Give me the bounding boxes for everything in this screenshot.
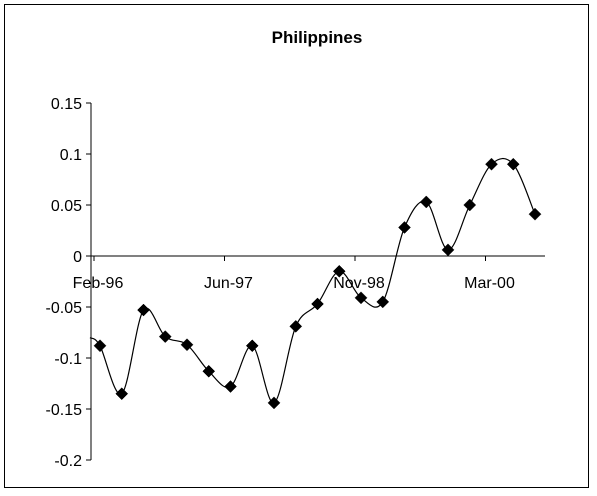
y-tick-label: 0 (73, 249, 82, 266)
x-tick-label: Mar-00 (464, 275, 515, 292)
chart-frame (4, 4, 589, 488)
axes (86, 102, 545, 461)
y-tick-label: -0.05 (46, 300, 83, 317)
data-point-marker (398, 221, 411, 234)
data-point-marker (419, 195, 433, 209)
x-tick-label: Feb-96 (73, 275, 124, 292)
y-tick-label: 0.05 (51, 198, 82, 215)
data-point-marker (376, 295, 390, 309)
y-tick-label: 0.15 (51, 96, 82, 113)
data-point-marker (137, 303, 150, 317)
y-tick-label: -0.15 (46, 402, 83, 419)
data-point-marker (245, 339, 259, 353)
data-point-marker (158, 330, 172, 343)
data-point-marker (485, 157, 498, 171)
y-tick-label: -0.1 (54, 351, 82, 368)
chart-title: Philippines (272, 28, 363, 47)
data-point-marker (180, 338, 194, 352)
y-tick-label: 0.1 (60, 147, 82, 164)
x-tick-label: Jun-97 (204, 275, 253, 292)
data-point-marker (311, 297, 324, 311)
data-point-marker (332, 264, 346, 278)
data-point-marker (463, 198, 477, 212)
data-point-marker (528, 207, 542, 221)
y-tick-labels: 0.15 0.1 0.05 0 -0.05 -0.1 -0.15 -0.2 (46, 96, 83, 470)
data-point-marker (224, 380, 237, 393)
series-markers (93, 157, 542, 410)
data-point-marker (267, 396, 281, 410)
x-tick-label: Nov-98 (333, 275, 385, 292)
data-point-marker (506, 157, 520, 171)
data-point-marker (93, 339, 107, 353)
x-tick-labels: Feb-96 Jun-97 Nov-98 Mar-00 (73, 275, 515, 292)
data-point-marker (354, 291, 368, 305)
data-point-marker (441, 243, 455, 257)
data-point-marker (202, 364, 216, 378)
data-point-marker (115, 387, 129, 401)
y-tick-label: -0.2 (54, 453, 82, 470)
data-point-marker (289, 320, 303, 333)
